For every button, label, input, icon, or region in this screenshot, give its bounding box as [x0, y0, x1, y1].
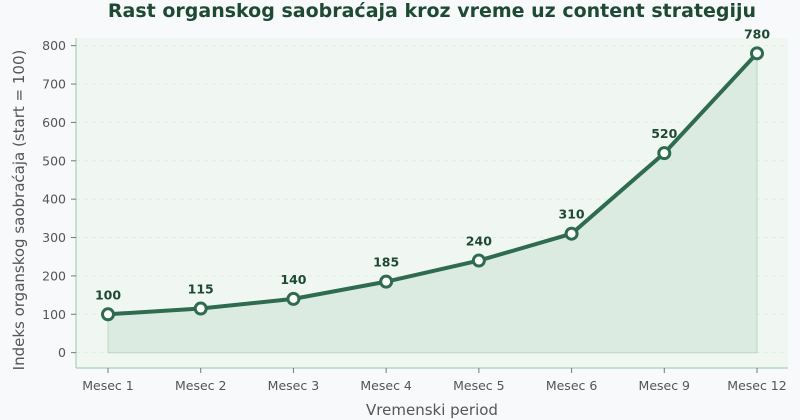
data-label: 310	[559, 207, 585, 222]
y-tick-label: 0	[58, 345, 66, 360]
data-label: 100	[95, 287, 121, 302]
data-point	[657, 146, 672, 161]
y-axis-ticks: 0 100 200 300 400 500 600 700 800	[42, 38, 76, 360]
data-point	[379, 274, 394, 289]
x-tick-label: Mesec 12	[727, 378, 786, 393]
x-tick-label: Mesec 9	[639, 378, 691, 393]
data-point	[101, 307, 115, 322]
y-tick-label: 700	[42, 77, 66, 92]
data-label: 780	[744, 26, 770, 41]
y-tick-label: 300	[42, 230, 66, 245]
y-axis-label: Indeks organskog saobraćaja (start = 100…	[10, 50, 28, 371]
chart-title: Rast organskog saobraćaja kroz vreme uz …	[108, 0, 756, 22]
x-axis-label: Vremenski period	[366, 401, 498, 419]
x-axis-ticks: Mesec 1 Mesec 2 Mesec 3 Mesec 4 Mesec 5 Mesec…	[82, 368, 787, 393]
data-label: 185	[373, 255, 399, 270]
y-tick-label: 600	[42, 115, 66, 130]
series-line	[106, 51, 759, 317]
data-label: 520	[651, 126, 677, 141]
data-point	[286, 291, 301, 306]
data-point	[564, 226, 579, 241]
y-tick-label: 200	[42, 268, 66, 283]
x-tick-label: Mesec 5	[453, 378, 504, 393]
data-label: 240	[466, 234, 492, 249]
data-label: 140	[280, 272, 306, 287]
x-tick-label: Mesec 1	[82, 378, 133, 393]
x-tick-label: Mesec 3	[268, 378, 319, 393]
y-tick-label: 100	[42, 307, 66, 322]
x-tick-label: Mesec 2	[175, 378, 226, 393]
data-labels: 100 115 140 185 240 310 520 780	[95, 26, 770, 302]
x-tick-label: Mesec 6	[546, 378, 598, 393]
y-tick-label: 400	[42, 192, 66, 207]
data-point	[193, 301, 208, 316]
data-label: 115	[188, 282, 214, 297]
y-tick-label: 500	[42, 153, 66, 168]
data-points	[101, 46, 764, 322]
axes	[75, 38, 788, 369]
data-point	[750, 46, 764, 61]
data-point	[471, 253, 486, 268]
y-tick-label: 800	[42, 38, 66, 53]
x-tick-label: Mesec 4	[360, 378, 412, 393]
